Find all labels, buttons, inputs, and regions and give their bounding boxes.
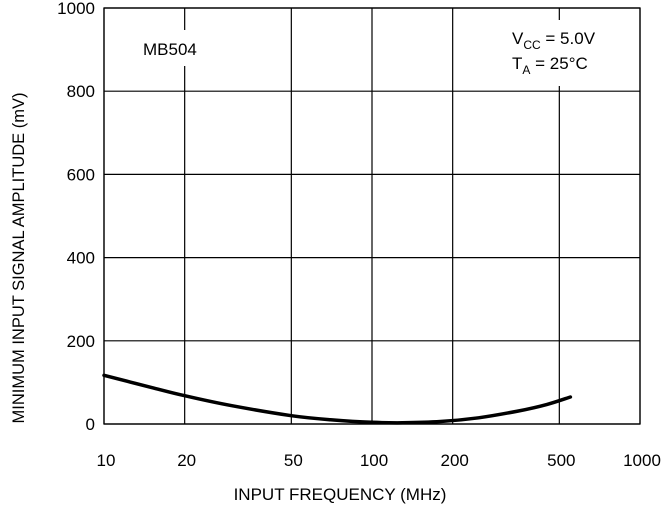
- vcc-condition: VCC = 5.0V: [512, 29, 596, 52]
- ta-main: T: [512, 54, 522, 73]
- y-tick-label: 800: [67, 82, 95, 101]
- y-axis-label: MINIMUM INPUT SIGNAL AMPLITUDE (mV): [10, 93, 28, 424]
- x-tick-labels: 10 20 50 100 200 500 1000: [97, 451, 661, 470]
- vcc-value: = 5.0V: [541, 29, 596, 48]
- y-tick-labels: 0 200 400 600 800 1000: [57, 0, 95, 434]
- y-tick-label: 400: [67, 249, 95, 268]
- ta-condition: TA = 25°C: [512, 54, 588, 77]
- conditions-background: [506, 20, 628, 86]
- x-axis-label: INPUT FREQUENCY (MHz): [234, 485, 447, 504]
- x-tick-label: 50: [284, 451, 303, 470]
- vcc-subscript: CC: [523, 38, 541, 52]
- x-tick-label: 20: [177, 451, 196, 470]
- y-tick-label: 1000: [57, 0, 95, 18]
- grid: [103, 7, 641, 425]
- x-tick-label: 200: [440, 451, 468, 470]
- x-tick-label: 500: [547, 451, 575, 470]
- y-tick-label: 200: [67, 332, 95, 351]
- series-line: [102, 373, 573, 425]
- device-label-background: [138, 30, 212, 66]
- ta-value: = 25°C: [530, 54, 587, 73]
- x-tick-label: 10: [97, 451, 116, 470]
- y-tick-label: 0: [86, 415, 95, 434]
- x-tick-label: 100: [360, 451, 388, 470]
- ta-subscript: A: [522, 63, 530, 77]
- device-label: MB504: [143, 40, 197, 59]
- y-tick-label: 600: [67, 165, 95, 184]
- x-tick-label: 1000: [623, 451, 661, 470]
- vcc-main: V: [512, 29, 524, 48]
